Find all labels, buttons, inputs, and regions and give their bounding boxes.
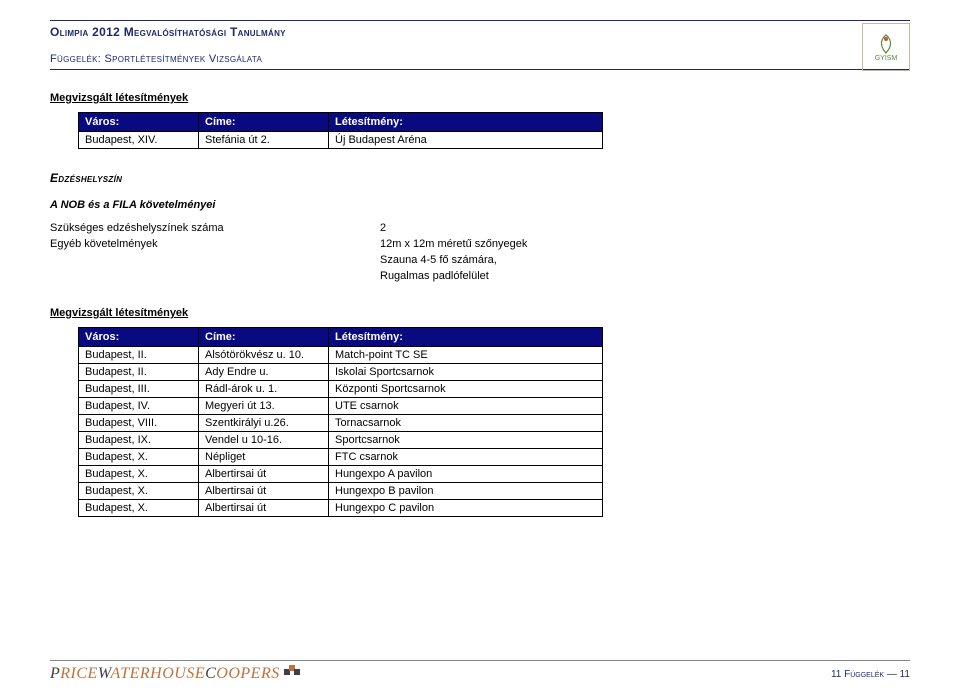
- table-cell: Hungexpo C pavilon: [329, 499, 603, 516]
- table-row: Budapest, X.NépligetFTC csarnok: [79, 448, 603, 465]
- kv-value: Szauna 4-5 fő számára,: [380, 253, 497, 269]
- kv-value: 2: [380, 221, 386, 237]
- table-cell: Megyeri út 13.: [199, 397, 329, 414]
- table-header: Város:: [79, 113, 199, 132]
- table-header: Címe:: [199, 113, 329, 132]
- table-cell: Budapest, IV.: [79, 397, 199, 414]
- table-row: Budapest, X.Albertirsai útHungexpo C pav…: [79, 499, 603, 516]
- kv-row: Egyéb követelmények12m x 12m méretű szőn…: [50, 237, 910, 253]
- table-cell: Alsótörökvész u. 10.: [199, 346, 329, 363]
- table-cell: Budapest, X.: [79, 465, 199, 482]
- table-row: Budapest, XIV.Stefánia út 2.Új Budapest …: [79, 132, 603, 149]
- kv-key: Szükséges edzéshelyszínek száma: [50, 221, 380, 237]
- table-row: Budapest, VIII.Szentkirályi u.26.Tornacs…: [79, 414, 603, 431]
- header-logo: GYISM: [862, 23, 910, 71]
- table-cell: Budapest, X.: [79, 499, 199, 516]
- table-cell: Stefánia út 2.: [199, 132, 329, 149]
- table-header: Címe:: [199, 327, 329, 346]
- table-cell: Budapest, III.: [79, 380, 199, 397]
- pwc-squares-icon: [284, 665, 302, 679]
- kv-row: Rugalmas padlófelület: [50, 269, 910, 285]
- kv-value: 12m x 12m méretű szőnyegek: [380, 237, 527, 253]
- table-cell: UTE csarnok: [329, 397, 603, 414]
- edzes-sub: A NOB és a FILA követelményei: [50, 199, 910, 211]
- table-cell: Ady Endre u.: [199, 363, 329, 380]
- table-cell: Tornacsarnok: [329, 414, 603, 431]
- table-row: Budapest, X.Albertirsai útHungexpo B pav…: [79, 482, 603, 499]
- page-header: Olimpia 2012 Megvalósíthatósági Tanulmán…: [50, 20, 910, 70]
- table-row: Budapest, IX.Vendel u 10-16.Sportcsarnok: [79, 431, 603, 448]
- table-cell: Központi Sportcsarnok: [329, 380, 603, 397]
- table-cell: Budapest, VIII.: [79, 414, 199, 431]
- table-header: Létesítmény:: [329, 327, 603, 346]
- table-cell: Budapest, II.: [79, 346, 199, 363]
- logo-text: GYISM: [875, 55, 898, 62]
- kv-key: [50, 269, 380, 285]
- table-cell: FTC csarnok: [329, 448, 603, 465]
- pwc-logo: PRICEWATERHOUSECOOPERS: [50, 665, 302, 683]
- table-header: Város:: [79, 327, 199, 346]
- table-cell: Rádl-árok u. 1.: [199, 380, 329, 397]
- leaf-icon: [873, 33, 899, 55]
- table-header: Létesítmény:: [329, 113, 603, 132]
- doc-title: Olimpia 2012 Megvalósíthatósági Tanulmán…: [50, 25, 910, 39]
- kv-key: [50, 253, 380, 269]
- kv-key: Egyéb követelmények: [50, 237, 380, 253]
- table-cell: Szentkirályi u.26.: [199, 414, 329, 431]
- table-row: Budapest, II.Ady Endre u.Iskolai Sportcs…: [79, 363, 603, 380]
- facilities-table-2: Város: Címe: Létesítmény: Budapest, II.A…: [78, 327, 603, 517]
- page-number: 11 Függelék — 11: [831, 669, 910, 680]
- table-cell: Budapest, IX.: [79, 431, 199, 448]
- table-cell: Hungexpo A pavilon: [329, 465, 603, 482]
- page-footer: PRICEWATERHOUSECOOPERS 11 Függelék — 11: [50, 660, 910, 683]
- kv-row: Szükséges edzéshelyszínek száma2: [50, 221, 910, 237]
- section-heading-1: Megvizsgált létesítmények: [50, 92, 910, 104]
- kv-row: Szauna 4-5 fő számára,: [50, 253, 910, 269]
- table-cell: Vendel u 10-16.: [199, 431, 329, 448]
- section-heading-2: Megvizsgált létesítmények: [50, 307, 910, 319]
- table-row: Budapest, X.Albertirsai útHungexpo A pav…: [79, 465, 603, 482]
- kv-value: Rugalmas padlófelület: [380, 269, 489, 285]
- table-cell: Albertirsai út: [199, 499, 329, 516]
- table-cell: Albertirsai út: [199, 482, 329, 499]
- facilities-table-1: Város: Címe: Létesítmény: Budapest, XIV.…: [78, 112, 603, 149]
- table-cell: Sportcsarnok: [329, 431, 603, 448]
- edzes-heading: Edzéshelyszín: [50, 171, 910, 185]
- table-cell: Albertirsai út: [199, 465, 329, 482]
- table-cell: Budapest, II.: [79, 363, 199, 380]
- table-row: Budapest, III.Rádl-árok u. 1.Központi Sp…: [79, 380, 603, 397]
- table-cell: Budapest, XIV.: [79, 132, 199, 149]
- requirements-block: Szükséges edzéshelyszínek száma2Egyéb kö…: [50, 221, 910, 285]
- table-cell: Népliget: [199, 448, 329, 465]
- table-cell: Új Budapest Aréna: [329, 132, 603, 149]
- doc-subtitle: Függelék: Sportlétesítmények Vizsgálata: [50, 53, 910, 70]
- table-row: Budapest, IV.Megyeri út 13.UTE csarnok: [79, 397, 603, 414]
- table-cell: Hungexpo B pavilon: [329, 482, 603, 499]
- table-cell: Match-point TC SE: [329, 346, 603, 363]
- table-cell: Budapest, X.: [79, 448, 199, 465]
- table-cell: Budapest, X.: [79, 482, 199, 499]
- table-cell: Iskolai Sportcsarnok: [329, 363, 603, 380]
- table-row: Budapest, II.Alsótörökvész u. 10.Match-p…: [79, 346, 603, 363]
